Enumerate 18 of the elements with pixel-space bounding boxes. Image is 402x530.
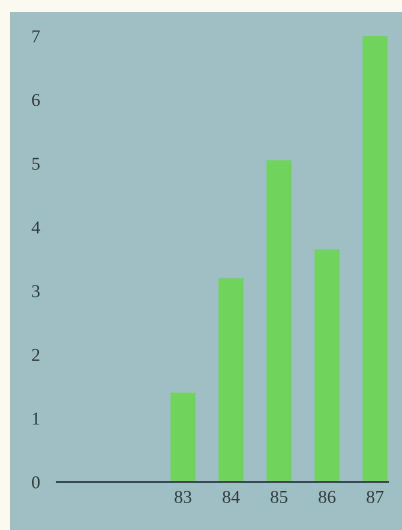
y-tick-label: 1 <box>32 412 40 425</box>
y-tick-label: 2 <box>32 348 40 361</box>
bar <box>314 249 340 482</box>
x-tick-label: 87 <box>366 490 384 504</box>
y-tick-label: 6 <box>32 94 40 106</box>
x-tick-label: 86 <box>318 490 336 504</box>
bar <box>362 36 388 482</box>
y-tick-label: 5 <box>32 158 40 170</box>
x-tick-label: 85 <box>270 490 288 504</box>
y-tick-label: 3 <box>32 285 40 298</box>
y-tick-label: 0 <box>32 476 40 488</box>
x-tick-label: 83 <box>174 490 192 504</box>
bar <box>170 392 196 482</box>
y-tick-label: 4 <box>32 222 40 234</box>
y-tick-label: 7 <box>32 30 40 42</box>
x-tick-label: 84 <box>222 490 240 504</box>
bar <box>266 160 292 482</box>
bar <box>218 278 244 482</box>
